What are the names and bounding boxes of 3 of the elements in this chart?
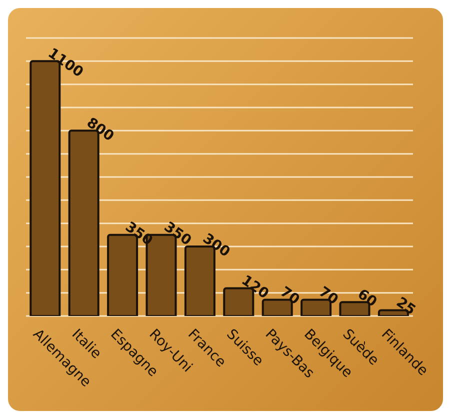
data-label: 350 [160, 219, 194, 250]
data-label: 300 [200, 230, 233, 261]
data-label: 800 [84, 114, 117, 145]
